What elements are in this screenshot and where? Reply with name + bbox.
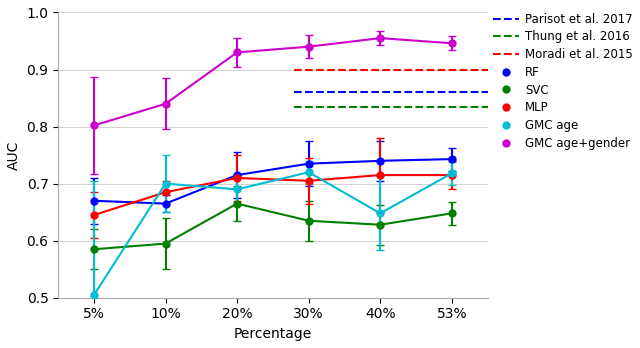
Legend: Parisot et al. 2017, Thung et al. 2016, Moradi et al. 2015, RF, SVC, MLP, GMC ag: Parisot et al. 2017, Thung et al. 2016, …: [493, 13, 633, 150]
X-axis label: Percentage: Percentage: [234, 327, 312, 341]
Y-axis label: AUC: AUC: [7, 141, 21, 170]
